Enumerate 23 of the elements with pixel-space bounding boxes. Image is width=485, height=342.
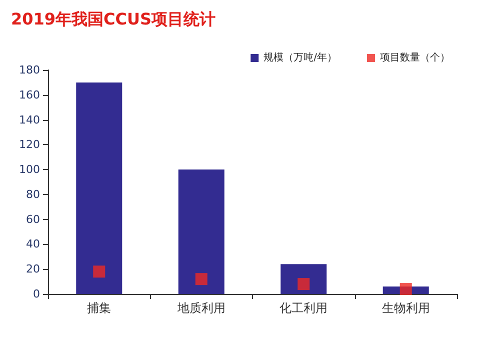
- bar: [280, 264, 327, 294]
- y-tick-label: 40: [26, 238, 40, 251]
- x-tick-label: 地质利用: [176, 301, 226, 315]
- y-tick-label: 180: [19, 64, 40, 76]
- point: [195, 273, 208, 286]
- y-tick-label: 100: [19, 163, 40, 176]
- x-tick-label: 生物利用: [382, 301, 430, 315]
- chart-title: 2019年我国CCUS项目统计: [11, 10, 216, 28]
- y-tick-label: 140: [19, 113, 40, 126]
- y-tick-label: 0: [33, 288, 40, 300]
- x-tick-label: 化工利用: [280, 301, 328, 315]
- legend-label: 规模（万吨/年）: [264, 52, 338, 64]
- x-tick-label: 捕集: [87, 301, 112, 315]
- y-tick-label: 60: [26, 212, 40, 226]
- point: [400, 283, 412, 296]
- bar: [178, 170, 224, 294]
- point: [93, 266, 106, 278]
- y-tick-label: 160: [19, 88, 40, 102]
- y-tick-label: 120: [19, 138, 40, 152]
- y-tick-label: 80: [26, 188, 40, 201]
- bar: [76, 82, 122, 294]
- y-tick-label: 20: [26, 262, 40, 276]
- legend-label: 项目数量（个）: [380, 52, 450, 64]
